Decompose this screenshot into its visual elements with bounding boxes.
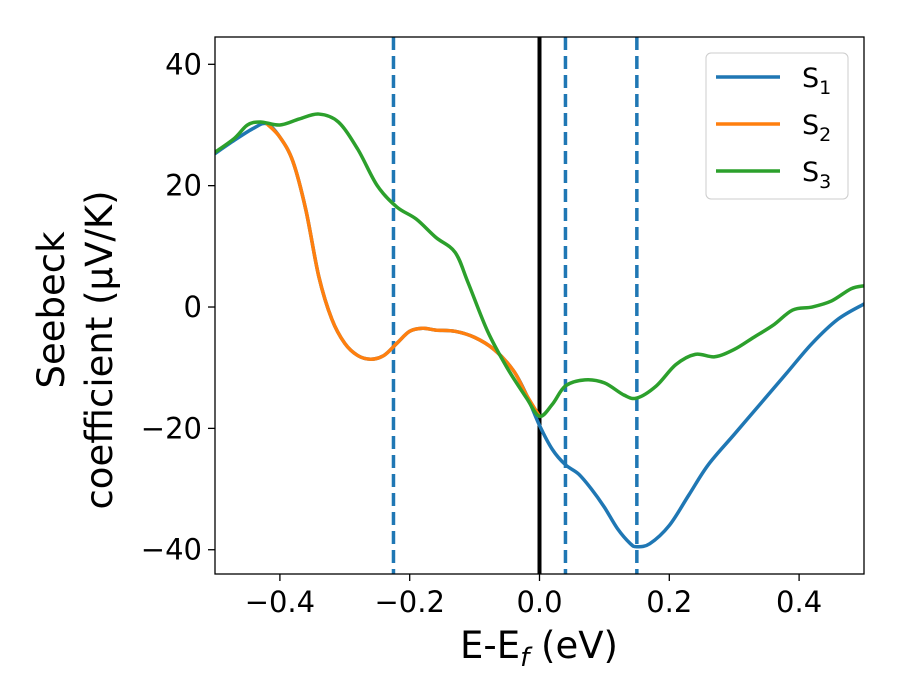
x-tick-label: 0.2 bbox=[646, 585, 692, 619]
y-tick-label: 40 bbox=[165, 47, 202, 81]
legend: S1 S2 S3 bbox=[705, 52, 849, 200]
y-tick-label: −40 bbox=[141, 533, 202, 567]
plot-area bbox=[215, 37, 864, 574]
reference-lines bbox=[391, 37, 639, 574]
y-axis-title-line1: Seebeck bbox=[30, 231, 73, 389]
x-tick-label: 0.4 bbox=[776, 585, 822, 619]
y-axis-ticks: 40 20 0 −20 −40 bbox=[141, 47, 215, 567]
x-axis-ticks: −0.4 −0.2 0.0 0.2 0.4 bbox=[245, 574, 822, 619]
series-lines bbox=[215, 112, 864, 549]
y-tick-label: 20 bbox=[165, 169, 202, 203]
legend-items: S1 S2 S3 bbox=[716, 63, 831, 193]
x-axis-title: E-Ef (eV) bbox=[460, 624, 618, 673]
series-line-s3 bbox=[215, 112, 864, 418]
legend-label-s2: S2 bbox=[802, 110, 831, 146]
y-tick-label: −20 bbox=[141, 411, 202, 445]
y-tick-label: 0 bbox=[184, 290, 202, 324]
x-tick-label: −0.4 bbox=[245, 585, 315, 619]
legend-label-s1: S1 bbox=[802, 63, 831, 99]
y-axis-title-line2: coefficient (μV/K) bbox=[78, 190, 121, 509]
x-tick-label: 0.0 bbox=[516, 585, 562, 619]
legend-frame bbox=[705, 52, 849, 200]
legend-label-s3: S3 bbox=[802, 157, 831, 193]
series-line-s2 bbox=[265, 122, 542, 418]
x-tick-label: −0.2 bbox=[374, 585, 444, 619]
